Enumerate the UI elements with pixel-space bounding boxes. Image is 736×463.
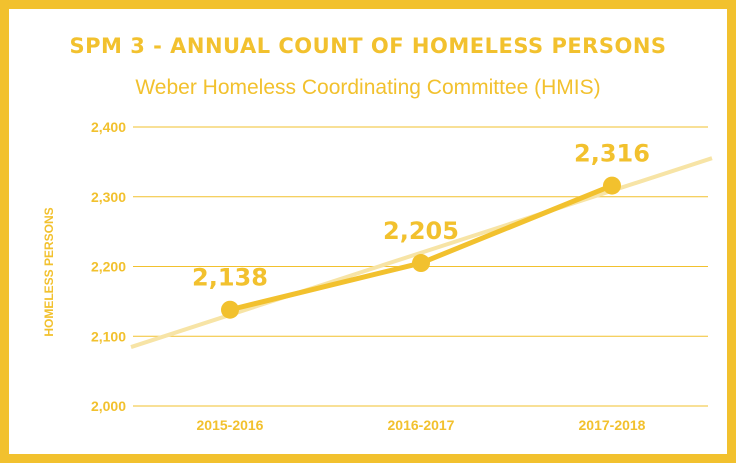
series-group: 2,138 2,205 2,316 bbox=[192, 140, 650, 319]
data-point bbox=[603, 176, 621, 195]
y-axis-label: HOMELESS PERSONS bbox=[42, 207, 56, 336]
trendline bbox=[130, 156, 713, 349]
trendline-group bbox=[130, 156, 713, 349]
y-axis-ticks: 2,000 2,100 2,200 2,300 2,400 bbox=[91, 119, 126, 414]
y-tick-label: 2,100 bbox=[91, 328, 126, 344]
x-tick-label: 2017-2018 bbox=[579, 417, 646, 433]
y-tick-label: 2,000 bbox=[91, 398, 126, 414]
series-line bbox=[227, 183, 615, 313]
gridlines bbox=[133, 126, 708, 407]
x-tick-label: 2016-2017 bbox=[388, 417, 455, 433]
y-tick-label: 2,300 bbox=[91, 189, 126, 205]
chart-subtitle: Weber Homeless Coordinating Committee (H… bbox=[135, 76, 601, 99]
chart-title: SPM 3 - ANNUAL COUNT OF HOMELESS PERSONS bbox=[69, 34, 667, 58]
y-tick-label: 2,200 bbox=[91, 259, 126, 275]
x-axis-ticks: 2015-2016 2016-2017 2017-2018 bbox=[197, 417, 646, 433]
data-point bbox=[221, 300, 239, 319]
data-label: 2,205 bbox=[383, 217, 459, 245]
data-label: 2,138 bbox=[192, 264, 268, 292]
data-label: 2,316 bbox=[574, 140, 650, 168]
data-point bbox=[412, 254, 430, 273]
y-tick-label: 2,400 bbox=[91, 119, 126, 135]
x-tick-label: 2015-2016 bbox=[197, 417, 264, 433]
